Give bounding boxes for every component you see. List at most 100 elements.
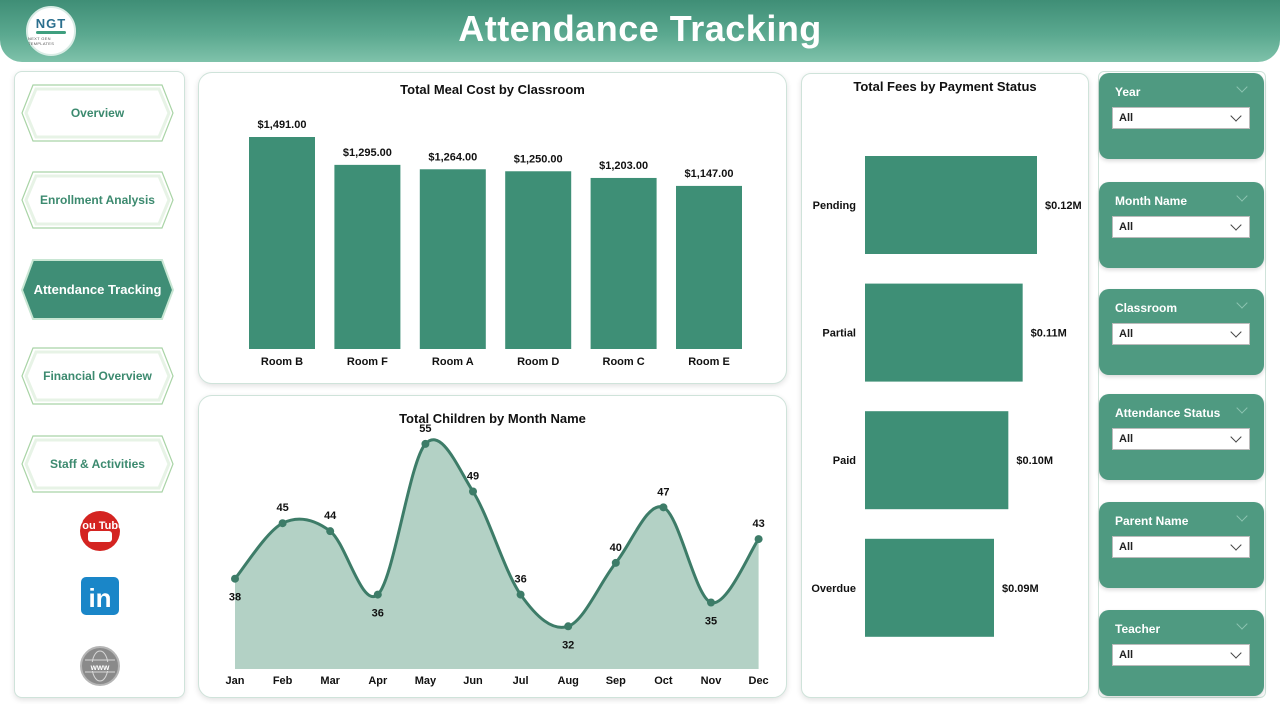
nav-staff-activities-button[interactable]: Staff & Activities — [21, 435, 174, 493]
fees-category-label: Overdue — [811, 583, 856, 595]
children-data-point[interactable] — [421, 439, 430, 448]
chevron-down-icon — [1230, 431, 1242, 443]
children-value-label: 32 — [562, 639, 574, 651]
parent-name-dropdown[interactable]: All — [1112, 536, 1250, 558]
meal-cost-category-label: Room F — [347, 356, 388, 368]
collapse-caret-icon[interactable] — [1236, 618, 1248, 630]
children-value-label: 43 — [752, 518, 764, 530]
slicer-label: Classroom — [1115, 301, 1178, 315]
fees-value-label: $0.10M — [1016, 455, 1053, 467]
children-data-point[interactable] — [754, 535, 763, 544]
month-tick-label: Feb — [273, 675, 293, 687]
fees-chart: Pending $0.12M Partial $0.11M Paid $0.10M Over… — [811, 156, 1082, 637]
dropdown-value: All — [1119, 221, 1134, 233]
meal-cost-bar[interactable] — [505, 171, 572, 349]
teacher-dropdown[interactable]: All — [1112, 644, 1250, 666]
parent-name-slicer: Parent Name All — [1099, 502, 1264, 588]
meal-cost-value-label: $1,491.00 — [258, 119, 307, 131]
children-data-point[interactable] — [659, 503, 668, 512]
month-tick-label: Jan — [226, 675, 245, 687]
fees-bar[interactable] — [865, 538, 994, 637]
meal-cost-chart: $1,491.00 Room B $1,295.00 Room F $1,264.00 R… — [249, 119, 742, 368]
nav-enrollment-analysis-button[interactable]: Enrollment Analysis — [21, 171, 174, 229]
children-data-point[interactable] — [564, 622, 573, 631]
nav-overview-button[interactable]: Overview — [21, 84, 174, 142]
meal-cost-category-label: Room A — [432, 356, 474, 368]
hexagon-shape-active — [21, 259, 174, 320]
hexagon-shape — [21, 171, 174, 229]
fees-bar[interactable] — [865, 283, 1023, 382]
children-value-label: 55 — [419, 423, 431, 435]
hexagon-shape — [21, 84, 174, 142]
meal-cost-card: Total Meal Cost by Classroom $1,491.00 Ro… — [198, 72, 787, 384]
website-icon[interactable]: www — [79, 645, 121, 687]
collapse-caret-icon[interactable] — [1236, 81, 1248, 93]
nav-item-label: Staff & Activities — [50, 457, 145, 471]
slicer-label: Teacher — [1115, 622, 1161, 636]
nav-panel: Overview Enrollment Analysis Attendance … — [14, 71, 185, 698]
month-tick-label: Apr — [368, 675, 388, 687]
dropdown-value: All — [1119, 433, 1134, 445]
chevron-down-icon — [1230, 539, 1242, 551]
fees-bar[interactable] — [865, 411, 1009, 510]
children-data-point[interactable] — [326, 527, 335, 536]
children-by-month-card: Total Children by Month Name 38 Jan 45 Feb 4… — [198, 395, 787, 698]
logo-swoosh — [36, 30, 66, 34]
nav-attendance-tracking-button[interactable]: Attendance Tracking — [21, 259, 174, 320]
meal-cost-value-label: $1,147.00 — [685, 168, 734, 180]
meal-cost-category-label: Room B — [261, 356, 303, 368]
attendance-status-dropdown[interactable]: All — [1112, 428, 1250, 450]
linkedin-icon[interactable]: in — [79, 575, 121, 617]
children-data-point[interactable] — [373, 590, 382, 599]
children-by-month-chart: 38 Jan 45 Feb 44 Mar 36 Apr 55 May 49 Jun 36 Jul 32 Aug… — [226, 423, 769, 687]
children-data-point[interactable] — [278, 519, 287, 528]
meal-cost-bar[interactable] — [590, 177, 657, 349]
meal-cost-bar[interactable] — [676, 185, 742, 349]
month-tick-label: Oct — [654, 675, 673, 687]
year-dropdown[interactable]: All — [1112, 107, 1250, 129]
attendance-status-slicer: Attendance Status All — [1099, 394, 1264, 480]
dropdown-value: All — [1119, 112, 1134, 124]
month-tick-label: May — [415, 675, 437, 687]
fees-category-label: Paid — [833, 455, 856, 467]
children-data-point[interactable] — [707, 598, 715, 607]
collapse-caret-icon[interactable] — [1236, 297, 1248, 309]
children-data-point[interactable] — [516, 590, 525, 599]
nav-item-label: Attendance Tracking — [33, 282, 162, 297]
children-area-fill — [235, 439, 759, 669]
nav-financial-overview-button[interactable]: Financial Overview — [21, 347, 174, 405]
fees-title: Total Fees by Payment Status — [853, 79, 1037, 94]
year-slicer: Year All — [1099, 73, 1264, 159]
children-value-label: 35 — [705, 616, 717, 628]
ngt-logo: NGT NEXT GEN TEMPLATES — [26, 6, 76, 56]
month-tick-label: Jul — [513, 675, 529, 687]
meal-cost-bar[interactable] — [249, 137, 315, 349]
collapse-caret-icon[interactable] — [1236, 510, 1248, 522]
children-data-point[interactable] — [469, 487, 477, 496]
slicer-column — [1098, 71, 1266, 698]
meal-cost-value-label: $1,264.00 — [428, 151, 477, 163]
dropdown-value: All — [1119, 328, 1134, 340]
collapse-caret-icon[interactable] — [1236, 190, 1248, 202]
month-name-slicer: Month Name All — [1099, 182, 1264, 268]
collapse-caret-icon[interactable] — [1236, 402, 1248, 414]
meal-cost-bar[interactable] — [419, 169, 486, 349]
children-data-point[interactable] — [231, 574, 239, 583]
meal-cost-bar[interactable] — [334, 164, 401, 349]
classroom-slicer: Classroom All — [1099, 289, 1264, 375]
classroom-dropdown[interactable]: All — [1112, 323, 1250, 345]
children-value-label: 38 — [229, 592, 241, 604]
children-value-label: 36 — [372, 608, 384, 620]
children-data-point[interactable] — [611, 558, 620, 567]
header-bar: NGT NEXT GEN TEMPLATES Attendance Tracki… — [0, 0, 1280, 62]
dropdown-value: All — [1119, 541, 1134, 553]
hexagon-shape — [21, 435, 174, 493]
logo-text: NGT — [35, 15, 67, 31]
month-tick-label: Sep — [606, 675, 626, 687]
fees-bar[interactable] — [865, 156, 1037, 254]
month-tick-label: Nov — [701, 675, 723, 687]
youtube-icon[interactable]: You Tube — [79, 510, 121, 552]
month-name-dropdown[interactable]: All — [1112, 216, 1250, 238]
hexagon-shape — [21, 347, 174, 405]
meal-cost-title: Total Meal Cost by Classroom — [400, 82, 585, 97]
